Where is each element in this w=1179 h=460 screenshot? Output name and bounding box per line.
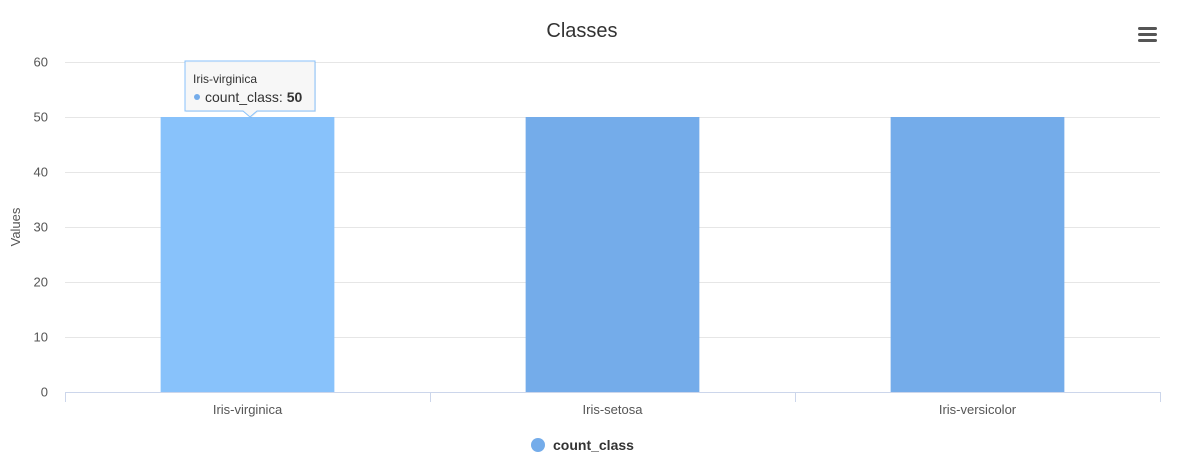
tooltip-series-label: count_class: 50 bbox=[205, 89, 303, 105]
chart-menu-button[interactable] bbox=[1137, 26, 1159, 44]
legend-label: count_class bbox=[553, 437, 634, 453]
tooltip-series-marker bbox=[194, 94, 200, 100]
bar-iris-setosa[interactable] bbox=[525, 117, 700, 392]
legend[interactable]: count_class bbox=[531, 437, 634, 453]
x-axis: Iris-virginica Iris-setosa Iris-versicolor bbox=[65, 392, 1161, 417]
tooltip-box bbox=[184, 60, 316, 118]
y-tick-label: 0 bbox=[41, 385, 48, 400]
legend-marker bbox=[531, 438, 545, 452]
chart-title: Classes bbox=[546, 20, 617, 42]
tooltip-category: Iris-virginica bbox=[193, 72, 257, 86]
y-tick-label: 60 bbox=[34, 55, 48, 70]
bar-iris-virginica[interactable] bbox=[160, 117, 335, 392]
tooltip: Iris-virginica count_class: 50 bbox=[184, 60, 316, 118]
y-axis-title: Values bbox=[8, 207, 23, 246]
y-axis-ticks: 0 10 20 30 40 50 60 bbox=[34, 55, 48, 400]
y-tick-label: 10 bbox=[34, 330, 48, 345]
x-tick-label: Iris-virginica bbox=[213, 402, 283, 417]
y-tick-label: 50 bbox=[34, 110, 48, 125]
y-tick-label: 20 bbox=[34, 275, 48, 290]
x-tick-label: Iris-setosa bbox=[583, 402, 644, 417]
bars bbox=[160, 117, 1065, 392]
hamburger-menu-icon bbox=[1138, 27, 1157, 42]
y-tick-label: 40 bbox=[34, 165, 48, 180]
y-tick-label: 30 bbox=[34, 220, 48, 235]
bar-iris-versicolor[interactable] bbox=[890, 117, 1065, 392]
tooltip-value: 50 bbox=[287, 89, 303, 105]
x-tick-label: Iris-versicolor bbox=[939, 402, 1017, 417]
